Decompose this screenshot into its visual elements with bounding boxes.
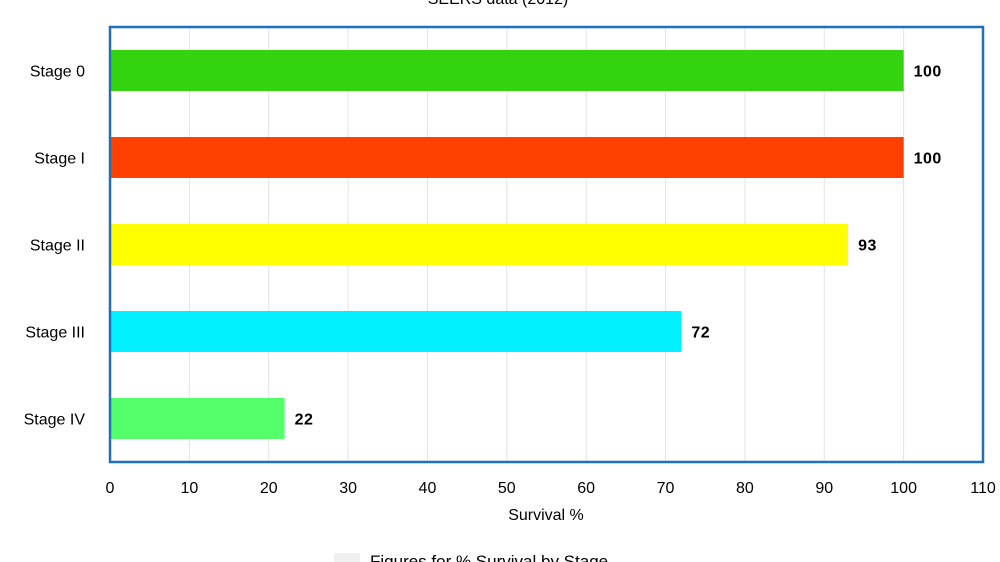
x-tick-label: 110: [970, 480, 996, 497]
x-tick-label: 70: [657, 480, 675, 497]
legend-swatch: [334, 553, 360, 562]
plot-frame: [108, 25, 985, 464]
bar: [110, 398, 285, 439]
x-tick-labels: 0 10 20 30 40 50 60 70 80 90 100 110: [106, 480, 996, 497]
x-tick-label: 10: [180, 480, 198, 497]
category-label: Stage II: [30, 238, 85, 255]
x-tick-label: 60: [577, 480, 595, 497]
x-axis-title: Survival %: [508, 507, 584, 524]
bars: [110, 50, 904, 439]
x-tick-label: 50: [498, 480, 516, 497]
bar: [110, 311, 682, 352]
legend: Figures for % Survival by Stage: [334, 552, 608, 562]
category-labels: Stage 0 Stage I Stage II Stage III Stage IV: [24, 64, 86, 429]
data-labels: 100 100 93 72 22: [295, 64, 942, 429]
category-label: Stage I: [34, 151, 85, 168]
x-tick-label: 80: [736, 480, 754, 497]
data-label: 93: [858, 238, 877, 255]
x-tick-label: 40: [419, 480, 437, 497]
x-tick-label: 90: [815, 480, 833, 497]
x-tick-label: 30: [339, 480, 357, 497]
x-tick-label: 20: [260, 480, 278, 497]
bar: [110, 224, 849, 265]
data-label: 22: [295, 412, 314, 429]
category-label: Stage III: [25, 325, 85, 342]
category-label: Stage 0: [30, 64, 85, 81]
x-tick-label: 0: [106, 480, 115, 497]
bar: [110, 50, 904, 91]
chart-title: SEERS data (2012): [428, 0, 569, 8]
legend-label: Figures for % Survival by Stage: [370, 552, 608, 562]
data-label: 100: [914, 151, 942, 168]
data-label: 72: [691, 325, 710, 342]
category-label: Stage IV: [24, 412, 86, 429]
bar: [110, 137, 904, 178]
data-label: 100: [914, 64, 942, 81]
x-tick-label: 100: [890, 480, 917, 497]
